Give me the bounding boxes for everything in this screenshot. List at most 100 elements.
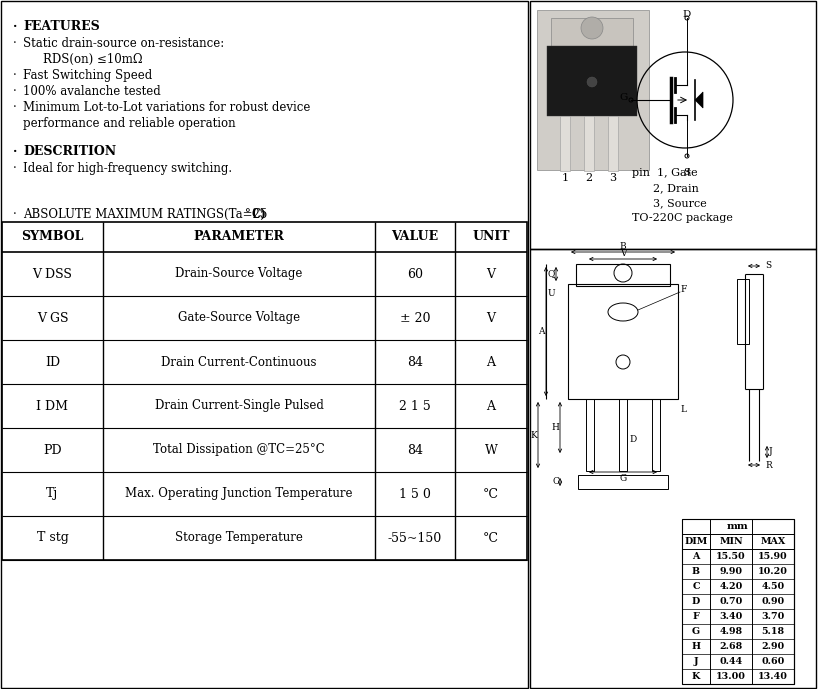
- Text: MAX: MAX: [761, 537, 785, 546]
- Bar: [2, 222, 527, 560]
- Text: F: F: [680, 285, 686, 294]
- Text: V: V: [620, 249, 627, 258]
- Text: G: G: [692, 627, 700, 636]
- Text: A: A: [538, 327, 545, 336]
- Bar: [568, 284, 678, 399]
- Text: 2: 2: [586, 173, 592, 183]
- Bar: [530, 1, 816, 249]
- Text: H: H: [691, 642, 700, 651]
- Text: °: °: [245, 208, 251, 221]
- Text: 0.60: 0.60: [762, 657, 784, 666]
- Text: ·: ·: [13, 20, 17, 33]
- Text: pin  1, Gate: pin 1, Gate: [632, 168, 698, 178]
- Text: I DM: I DM: [37, 400, 69, 413]
- Text: RDS(on) ≤10mΩ: RDS(on) ≤10mΩ: [43, 53, 142, 66]
- Text: °C: °C: [483, 531, 499, 544]
- Text: A: A: [487, 356, 496, 369]
- Text: SYMBOL: SYMBOL: [21, 231, 83, 243]
- Text: 2, Drain: 2, Drain: [632, 183, 699, 193]
- Text: ·: ·: [13, 208, 16, 221]
- Polygon shape: [695, 92, 703, 108]
- Text: performance and reliable operation: performance and reliable operation: [23, 117, 236, 130]
- Bar: [537, 10, 649, 170]
- Bar: [560, 116, 570, 171]
- Text: 60: 60: [407, 267, 423, 280]
- Text: U: U: [547, 289, 555, 298]
- Text: ·: ·: [13, 145, 17, 158]
- Bar: [584, 116, 594, 171]
- Text: Ideal for high-frequency switching.: Ideal for high-frequency switching.: [23, 162, 232, 175]
- Text: 15.90: 15.90: [758, 552, 788, 561]
- Bar: [547, 46, 637, 116]
- Bar: [682, 519, 794, 684]
- Text: 5.18: 5.18: [762, 627, 784, 636]
- Bar: [551, 18, 633, 48]
- Bar: [608, 116, 618, 171]
- Text: W: W: [484, 444, 497, 457]
- Text: ·: ·: [13, 85, 16, 98]
- Text: 4.98: 4.98: [720, 627, 743, 636]
- Text: 15.50: 15.50: [717, 552, 746, 561]
- Text: 100% avalanche tested: 100% avalanche tested: [23, 85, 161, 98]
- Bar: [578, 475, 668, 489]
- Text: -55~150: -55~150: [388, 531, 442, 544]
- Text: VALUE: VALUE: [392, 231, 438, 243]
- Text: ·: ·: [13, 101, 16, 114]
- Text: TO-220C package: TO-220C package: [632, 213, 733, 223]
- Text: V: V: [487, 311, 496, 325]
- Text: S: S: [683, 168, 690, 177]
- Text: Max. Operating Junction Temperature: Max. Operating Junction Temperature: [125, 488, 353, 500]
- Bar: [652, 399, 660, 471]
- Text: UNIT: UNIT: [472, 231, 510, 243]
- Text: V GS: V GS: [37, 311, 68, 325]
- Text: S: S: [765, 262, 771, 271]
- Text: 13.00: 13.00: [716, 672, 746, 681]
- Text: L: L: [680, 404, 686, 413]
- Text: B: B: [620, 242, 627, 251]
- Text: D: D: [692, 597, 700, 606]
- Text: Tj: Tj: [47, 488, 59, 500]
- Text: FEATURES: FEATURES: [23, 20, 100, 33]
- Circle shape: [581, 17, 603, 39]
- Text: G: G: [619, 94, 627, 103]
- Text: 9.90: 9.90: [720, 567, 743, 576]
- Text: Storage Temperature: Storage Temperature: [175, 531, 303, 544]
- Text: ABSOLUTE MAXIMUM RATINGS(Ta=25: ABSOLUTE MAXIMUM RATINGS(Ta=25: [23, 208, 267, 221]
- Text: A: A: [692, 552, 699, 561]
- Text: 10.20: 10.20: [758, 567, 788, 576]
- Text: Fast Switching Speed: Fast Switching Speed: [23, 69, 152, 82]
- Text: Drain-Source Voltage: Drain-Source Voltage: [175, 267, 303, 280]
- Text: C: C: [692, 582, 699, 591]
- Text: 1: 1: [561, 173, 569, 183]
- Text: C): C): [252, 208, 267, 221]
- Text: ·: ·: [13, 69, 16, 82]
- Text: K: K: [692, 672, 700, 681]
- Bar: [576, 264, 670, 286]
- Text: Static drain-source on-resistance:: Static drain-source on-resistance:: [23, 37, 224, 50]
- Text: DESCRITION: DESCRITION: [23, 145, 116, 158]
- Text: 2 1 5: 2 1 5: [399, 400, 431, 413]
- Text: J: J: [694, 657, 699, 666]
- Text: ·: ·: [13, 162, 16, 175]
- Text: D: D: [683, 10, 691, 19]
- Text: 13.40: 13.40: [758, 672, 788, 681]
- Text: MIN: MIN: [719, 537, 743, 546]
- Text: Gate-Source Voltage: Gate-Source Voltage: [178, 311, 300, 325]
- Text: V DSS: V DSS: [33, 267, 73, 280]
- Text: F: F: [693, 612, 699, 621]
- Text: 3.40: 3.40: [719, 612, 743, 621]
- Text: Minimum Lot-to-Lot variations for robust device: Minimum Lot-to-Lot variations for robust…: [23, 101, 310, 114]
- Text: ID: ID: [45, 356, 60, 369]
- Text: mm: mm: [727, 522, 748, 531]
- Text: 0.70: 0.70: [719, 597, 743, 606]
- Text: J: J: [769, 447, 773, 457]
- Text: ± 20: ± 20: [400, 311, 430, 325]
- Bar: [530, 249, 816, 688]
- Circle shape: [587, 77, 597, 87]
- Text: 0.44: 0.44: [719, 657, 743, 666]
- Text: 3: 3: [609, 173, 617, 183]
- Text: C: C: [552, 477, 559, 486]
- Bar: [737, 279, 749, 344]
- Text: G: G: [619, 474, 627, 483]
- Text: 2.90: 2.90: [762, 642, 784, 651]
